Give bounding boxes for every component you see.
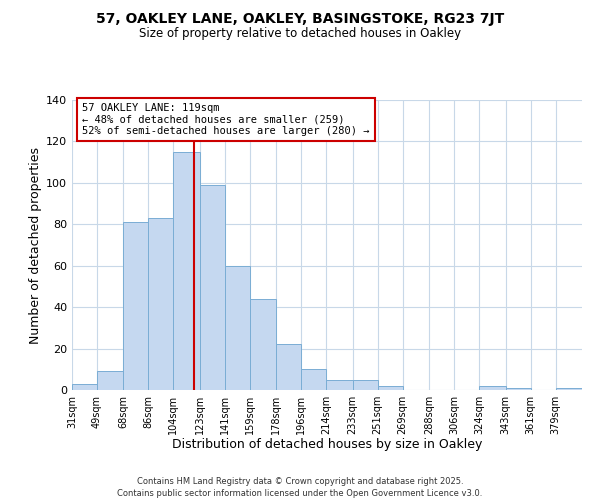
Text: Contains public sector information licensed under the Open Government Licence v3: Contains public sector information licen…: [118, 489, 482, 498]
Bar: [353, 380, 378, 390]
Bar: [148, 218, 173, 390]
Bar: [479, 386, 506, 390]
Bar: [378, 386, 403, 390]
Bar: [250, 299, 276, 390]
Bar: [301, 370, 326, 390]
Text: 57 OAKLEY LANE: 119sqm
← 48% of detached houses are smaller (259)
52% of semi-de: 57 OAKLEY LANE: 119sqm ← 48% of detached…: [82, 103, 370, 136]
Bar: [200, 185, 225, 390]
Bar: [556, 388, 582, 390]
Bar: [506, 388, 530, 390]
Bar: [97, 372, 124, 390]
Bar: [173, 152, 200, 390]
Bar: [72, 384, 97, 390]
Bar: [326, 380, 353, 390]
Bar: [225, 266, 250, 390]
Text: Contains HM Land Registry data © Crown copyright and database right 2025.: Contains HM Land Registry data © Crown c…: [137, 478, 463, 486]
Text: Size of property relative to detached houses in Oakley: Size of property relative to detached ho…: [139, 28, 461, 40]
Y-axis label: Number of detached properties: Number of detached properties: [29, 146, 42, 344]
X-axis label: Distribution of detached houses by size in Oakley: Distribution of detached houses by size …: [172, 438, 482, 452]
Text: 57, OAKLEY LANE, OAKLEY, BASINGSTOKE, RG23 7JT: 57, OAKLEY LANE, OAKLEY, BASINGSTOKE, RG…: [96, 12, 504, 26]
Bar: [276, 344, 301, 390]
Bar: [124, 222, 148, 390]
